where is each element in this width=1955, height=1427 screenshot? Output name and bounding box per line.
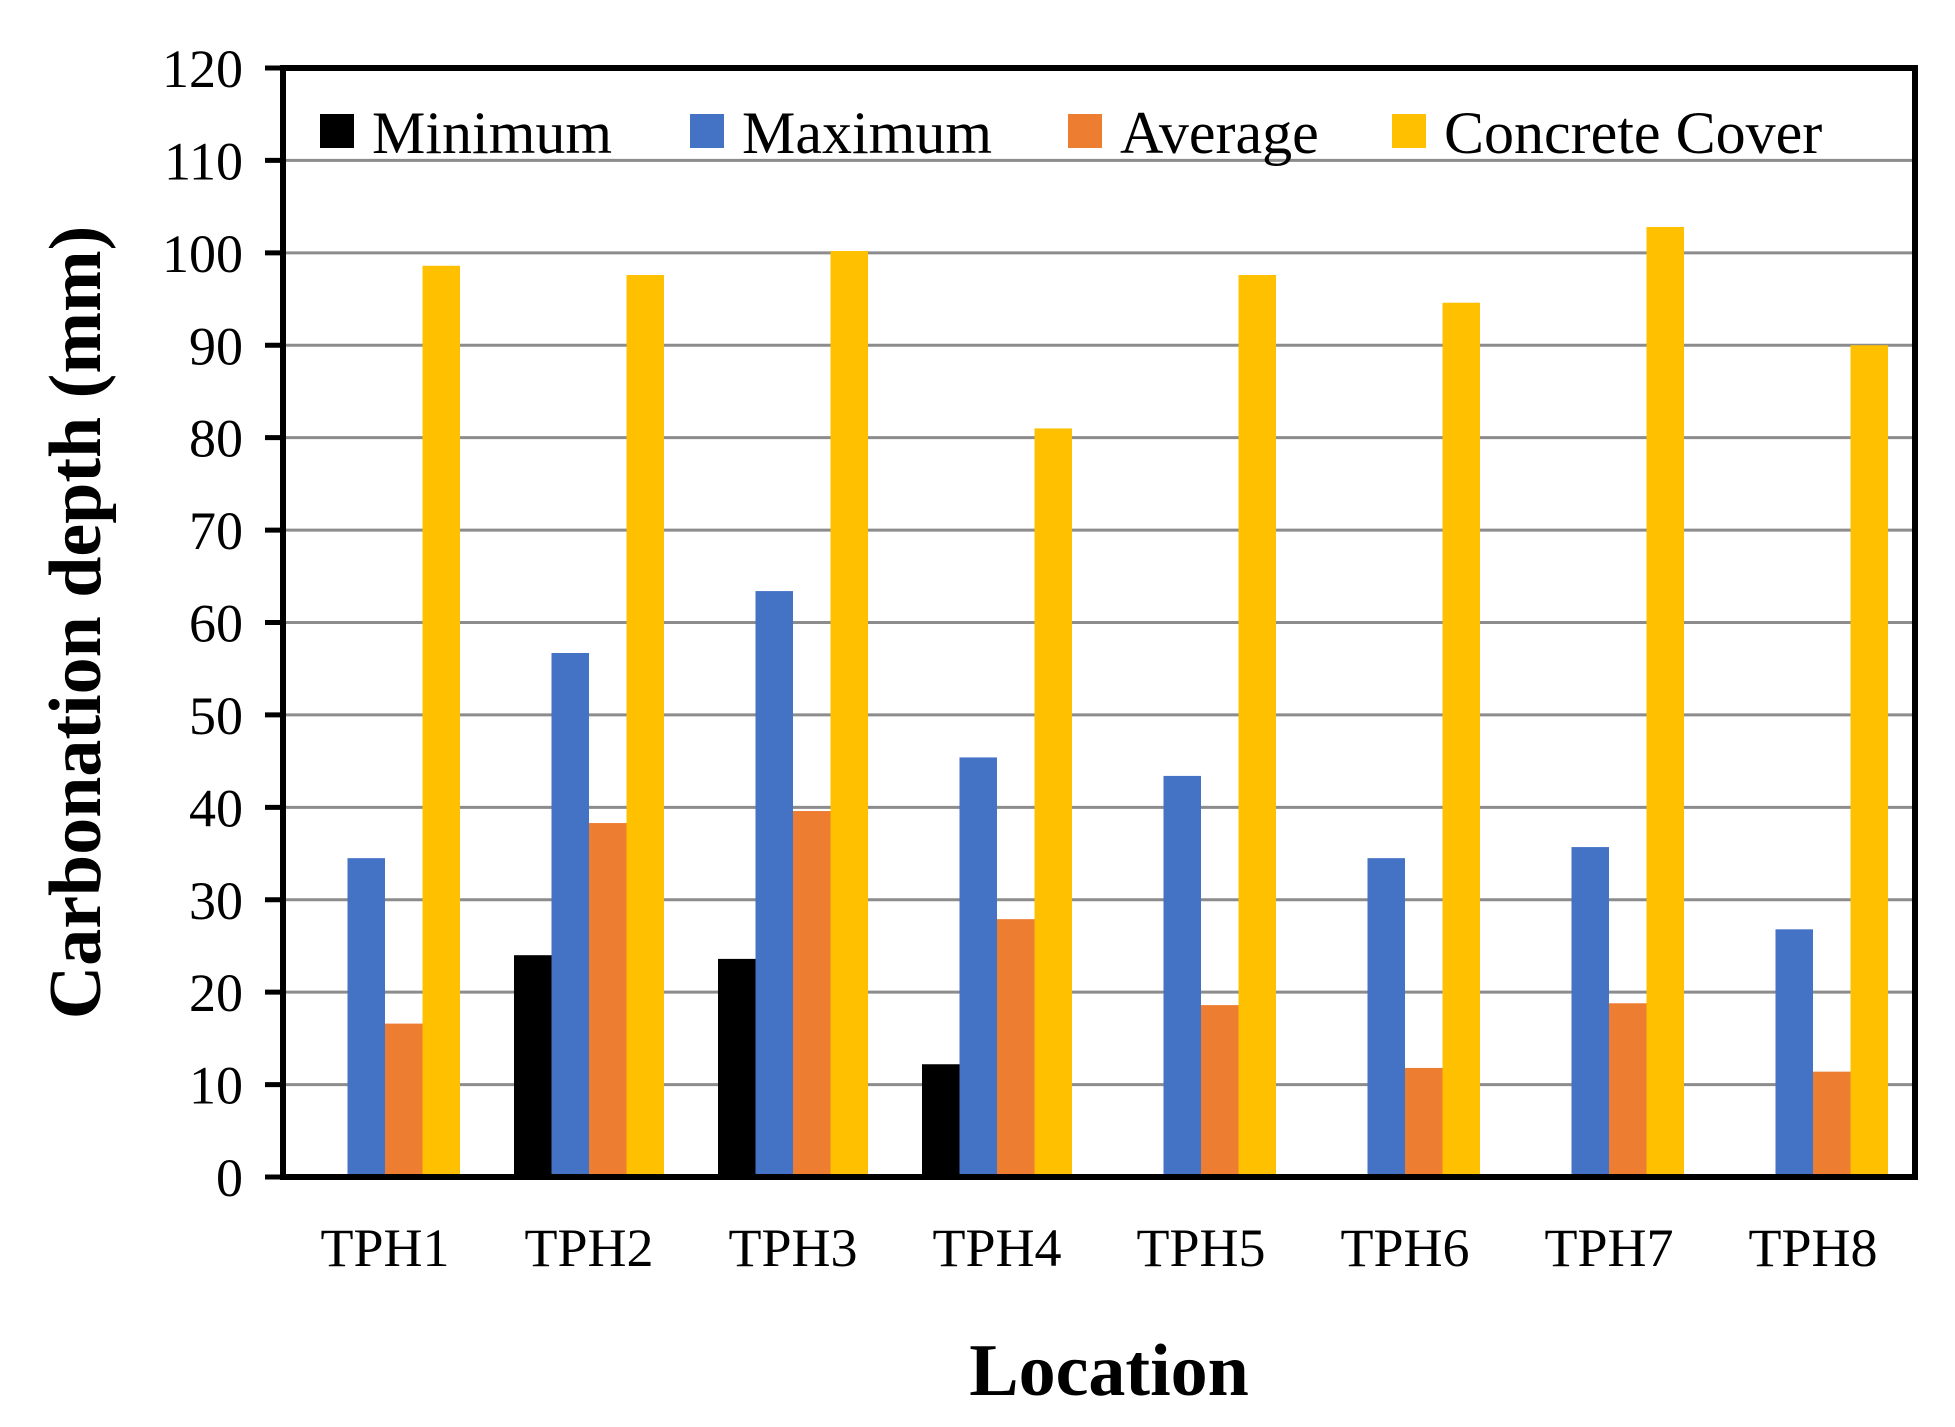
bar-concrete-cover-tph7 xyxy=(1646,226,1684,1177)
y-tick-label: 110 xyxy=(164,131,243,191)
legend: Minimum Maximum Average Concrete Cover xyxy=(320,100,1822,166)
y-tick-label: 120 xyxy=(162,39,243,99)
x-tick-label: TPH3 xyxy=(728,1218,857,1278)
y-tick-label: 10 xyxy=(189,1056,243,1116)
bar-maximum-tph2 xyxy=(551,652,589,1177)
legend-swatch-maximum xyxy=(690,114,724,148)
x-tick-label: TPH8 xyxy=(1748,1218,1877,1278)
bar-maximum-tph1 xyxy=(347,858,385,1177)
bar-average-tph6 xyxy=(1405,1067,1443,1177)
bar-maximum-tph3 xyxy=(755,591,793,1177)
legend-label-average: Average xyxy=(1120,100,1319,166)
x-tick-label: TPH4 xyxy=(932,1218,1061,1278)
bar-minimum-tph3 xyxy=(718,958,756,1177)
y-tick-label: 60 xyxy=(189,594,243,654)
y-axis-title: Carbonation depth (mm) xyxy=(35,226,117,1019)
bar-concrete-cover-tph5 xyxy=(1238,275,1276,1178)
bar-average-tph3 xyxy=(793,811,831,1177)
bar-maximum-tph7 xyxy=(1571,847,1609,1177)
x-tick-label: TPH2 xyxy=(524,1218,653,1278)
bar-average-tph4 xyxy=(997,919,1035,1177)
y-tick-label: 20 xyxy=(189,963,243,1023)
bar-average-tph8 xyxy=(1813,1071,1851,1177)
legend-label-concrete-cover: Concrete Cover xyxy=(1444,100,1822,166)
y-tick-label: 100 xyxy=(162,224,243,284)
legend-swatch-concrete-cover xyxy=(1392,114,1426,148)
y-tick-label: 30 xyxy=(189,871,243,931)
x-axis-title: Location xyxy=(969,1330,1249,1412)
bar-maximum-tph5 xyxy=(1163,775,1201,1177)
y-tick-label: 80 xyxy=(189,409,243,469)
x-axis-ticks: TPH1 TPH2 TPH3 TPH4 TPH5 TPH6 TPH7 TPH8 xyxy=(320,1218,1877,1278)
bar-concrete-cover-tph6 xyxy=(1442,302,1480,1177)
bar-average-tph5 xyxy=(1201,1005,1239,1177)
bar-concrete-cover-tph3 xyxy=(830,250,868,1178)
bar-average-tph1 xyxy=(385,1023,423,1177)
bar-average-tph2 xyxy=(589,823,627,1177)
x-tick-label: TPH1 xyxy=(320,1218,449,1278)
bar-average-tph7 xyxy=(1609,1003,1647,1177)
legend-swatch-average xyxy=(1068,114,1102,148)
bar-concrete-cover-tph4 xyxy=(1034,428,1072,1177)
bar-maximum-tph4 xyxy=(959,757,997,1177)
bar-maximum-tph8 xyxy=(1775,929,1813,1177)
y-tick-label: 40 xyxy=(189,778,243,838)
y-tick-label: 50 xyxy=(189,686,243,746)
y-tick-label: 90 xyxy=(189,316,243,376)
x-tick-label: TPH6 xyxy=(1340,1218,1469,1278)
y-axis-ticks: 0 10 20 30 40 50 60 70 80 90 100 110 120 xyxy=(162,39,283,1208)
bars xyxy=(347,226,1888,1178)
y-tick-label: 0 xyxy=(216,1148,243,1208)
bar-concrete-cover-tph2 xyxy=(626,275,664,1178)
bar-concrete-cover-tph1 xyxy=(422,265,460,1177)
legend-label-maximum: Maximum xyxy=(742,100,992,166)
y-tick-label: 70 xyxy=(189,501,243,561)
x-tick-label: TPH7 xyxy=(1544,1218,1673,1278)
legend-swatch-minimum xyxy=(320,114,354,148)
bar-concrete-cover-tph8 xyxy=(1850,345,1888,1177)
x-tick-label: TPH5 xyxy=(1136,1218,1265,1278)
legend-label-minimum: Minimum xyxy=(372,100,612,166)
bar-minimum-tph2 xyxy=(514,955,552,1177)
bar-minimum-tph4 xyxy=(922,1064,960,1177)
bar-maximum-tph6 xyxy=(1367,858,1405,1177)
